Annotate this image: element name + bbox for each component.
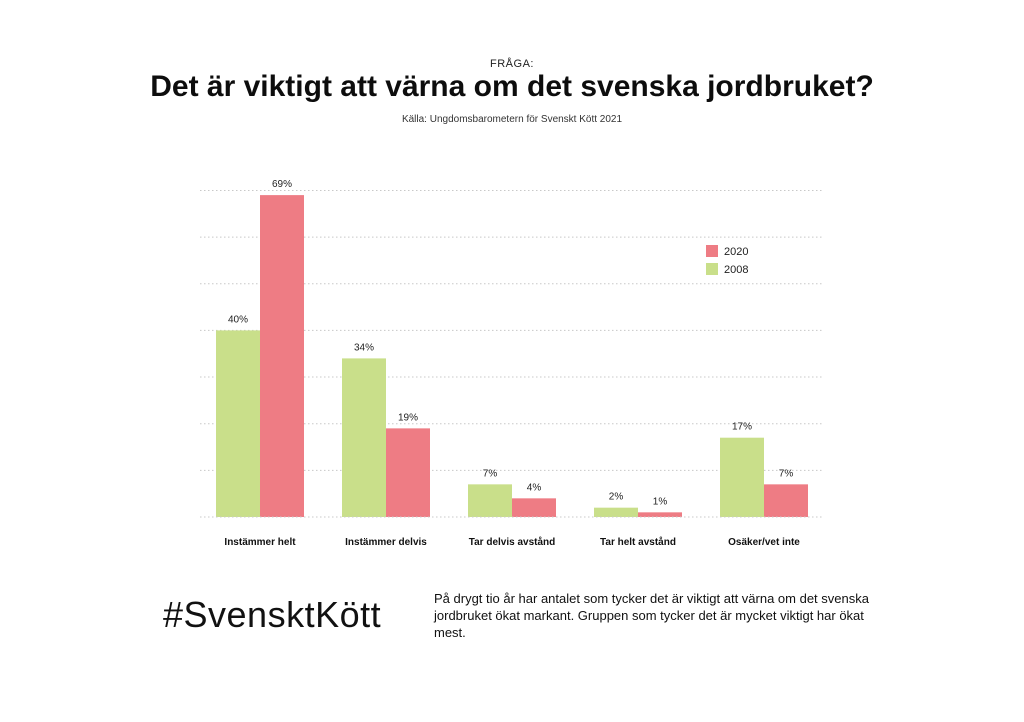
page-title: Det är viktigt att värna om det svenska … (150, 70, 874, 103)
question-eyebrow: FRÅGA: (490, 58, 534, 70)
data-label: 19% (398, 412, 418, 423)
data-label: 7% (483, 468, 498, 479)
x-tick-label: Osäker/vet inte (728, 537, 800, 548)
bar-2008-5 (720, 437, 764, 517)
bar-2020-5 (764, 484, 808, 517)
x-tick-label: Tar delvis avstånd (469, 536, 556, 548)
data-label: 4% (527, 482, 542, 493)
legend-swatch-2020 (706, 245, 718, 257)
x-tick-label: Tar helt avstånd (600, 536, 676, 548)
data-label: 69% (272, 179, 292, 190)
footer-note: På drygt tio år har antalet som tycker d… (434, 591, 869, 640)
bar-2020-2 (386, 428, 430, 517)
legend-label: 2020 (724, 246, 748, 258)
bar-2008-2 (342, 358, 386, 517)
data-label: 34% (354, 342, 374, 353)
data-label: 17% (732, 422, 752, 433)
legend-swatch-2008 (706, 263, 718, 275)
hashtag: #SvensktKött (163, 594, 382, 635)
source-caption: Källa: Ungdomsbarometern för Svenskt Köt… (401, 114, 623, 125)
data-label: 7% (779, 468, 794, 479)
bar-2008-1 (216, 330, 260, 517)
bar-2020-4 (638, 512, 682, 517)
bar-2020-1 (260, 195, 304, 518)
bar-2008-4 (594, 507, 638, 517)
legend-label: 2008 (724, 264, 748, 276)
bar-2008-3 (468, 484, 512, 517)
data-label: 1% (653, 496, 668, 507)
x-tick-label: Instämmer delvis (345, 537, 427, 548)
data-label: 2% (609, 492, 624, 503)
bar-2020-3 (512, 498, 556, 517)
x-tick-label: Instämmer helt (224, 537, 296, 548)
data-label: 40% (228, 314, 248, 325)
